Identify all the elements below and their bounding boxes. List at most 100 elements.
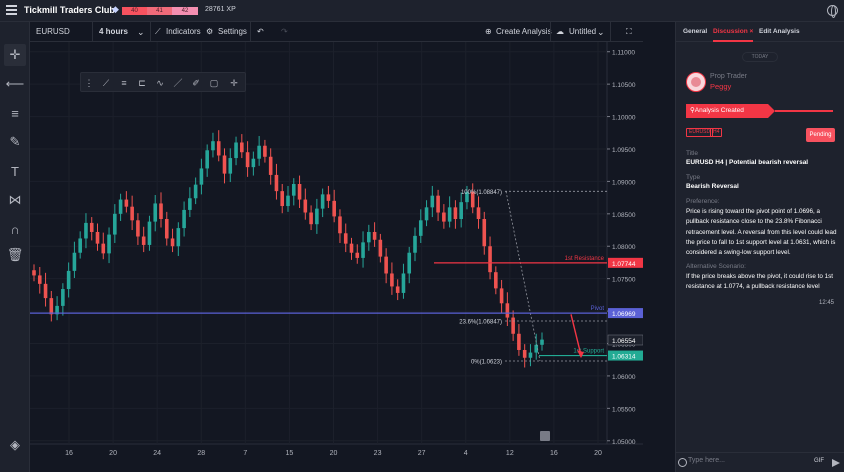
candle-body [338, 216, 342, 234]
trendline-icon[interactable]: ⟋ [102, 78, 110, 88]
channel-icon[interactable]: ⊏ [138, 78, 146, 88]
gear-icon[interactable]: ⚙ [206, 27, 214, 36]
candle-body [228, 158, 233, 174]
price-tag-label: 1.06969 [612, 311, 636, 318]
pin-icon: ⚲ [690, 107, 695, 114]
chevron-down-icon[interactable]: ⌄ [137, 27, 145, 37]
candle-body [540, 339, 544, 345]
horizontal-line-icon[interactable]: ⟵ [5, 76, 25, 91]
x-tick-label: 4 [464, 450, 468, 457]
rectangle-icon[interactable]: ▢ [209, 78, 219, 88]
candle-body [234, 142, 238, 159]
candle-body [488, 246, 492, 273]
candle-body [164, 219, 169, 239]
status-badge: Pending [806, 128, 835, 142]
brush-icon[interactable]: ✐ [192, 78, 200, 88]
gif-button[interactable]: GIF [814, 458, 824, 464]
cloud-icon[interactable]: ☁ [556, 27, 564, 36]
candle-body [482, 219, 487, 247]
crosshair-icon[interactable]: ✛ [230, 78, 238, 88]
chart-canvas[interactable]: 1.11000 1.10500 1.10000 1.09500 1.09000 1.085… [30, 42, 643, 460]
price-tag-label: 1.07744 [612, 261, 636, 268]
analysis-panel: General Discussion × Edit Analysis TODAY… [675, 22, 844, 472]
candle-body [447, 207, 452, 222]
candle-body [216, 141, 221, 156]
undo-icon[interactable]: ↶ [257, 27, 264, 36]
price-chart[interactable]: 1.11000 1.10500 1.10000 1.09500 1.09000 1.085… [30, 42, 643, 460]
menu-icon[interactable] [6, 5, 17, 16]
tab-general[interactable]: General [683, 28, 708, 35]
candle-body [528, 352, 533, 358]
candle-body [361, 242, 365, 258]
crosshair-icon[interactable]: ✛ [4, 44, 26, 66]
text-icon[interactable]: T [11, 163, 19, 179]
user-role: Prop Trader [710, 73, 747, 80]
title-value: EURUSD H4 | Potential bearish reversal [686, 159, 809, 166]
fullscreen-icon[interactable]: ⛶ [626, 27, 632, 36]
message-input[interactable]: Type here... [688, 457, 725, 464]
emoji-icon[interactable] [678, 458, 687, 467]
globe-icon[interactable] [827, 5, 838, 18]
tab-discussion[interactable]: Discussion × [713, 22, 754, 42]
redo-icon[interactable]: ↷ [281, 27, 288, 36]
candle-body [32, 270, 36, 276]
candle-body [245, 152, 250, 168]
level-label: Pivot [591, 306, 605, 312]
candle-body [476, 207, 481, 220]
indicators-button[interactable]: Indicators [166, 27, 201, 36]
candle-body [522, 349, 527, 358]
candle-body [505, 303, 510, 318]
tab-edit-analysis[interactable]: Edit Analysis [759, 28, 800, 35]
settings-button[interactable]: Settings [218, 27, 247, 36]
current-price-label: 1.06554 [612, 338, 636, 345]
chevron-down-icon[interactable]: ⌄ [597, 27, 605, 37]
candle-body [343, 233, 348, 244]
timeframe-selector[interactable]: 4 hours [99, 27, 128, 36]
layout-name[interactable]: Untitled [569, 27, 597, 36]
pattern-icon[interactable]: ⋈ [8, 192, 22, 207]
candle-body [534, 344, 539, 353]
x-tick-label: 12 [506, 450, 514, 457]
price-tag [608, 257, 643, 268]
plus-circle-icon[interactable]: ⊕ [485, 27, 492, 36]
trash-icon[interactable]: 🗑 [6, 247, 24, 262]
symbol-selector[interactable]: EURUSD [36, 27, 70, 36]
send-icon[interactable] [832, 459, 840, 467]
fib-retracement-icon[interactable]: ≡ [11, 105, 19, 121]
drag-handle-icon[interactable]: ⋮ [84, 78, 94, 88]
fib-icon[interactable]: ≡ [121, 78, 127, 88]
candle-body [66, 270, 71, 290]
candle-body [280, 191, 285, 207]
candle-body [263, 145, 267, 157]
path-icon[interactable]: ∿ [156, 78, 164, 88]
candle-body [436, 195, 440, 213]
symbol-chip: EURUSD [686, 128, 714, 137]
y-tick-label: 1.11000 [612, 50, 635, 57]
indicators-icon[interactable]: ⟋ [155, 27, 161, 36]
magnet-icon[interactable]: ∩ [10, 221, 20, 237]
candle-body [286, 195, 290, 207]
fib-label: 23.6%(1.06847) [459, 320, 502, 326]
layers-icon[interactable]: ◈ [10, 437, 20, 452]
preference-text: Price is rising toward the pivot point o… [686, 208, 837, 257]
fib-label: 0%(1.0623) [471, 360, 502, 366]
price-tag [608, 308, 643, 319]
y-tick-label: 1.06000 [612, 374, 636, 381]
date-divider: TODAY [742, 52, 778, 62]
fib-label: 100%(1.08847) [461, 190, 502, 196]
xp-total: 28761 XP [205, 6, 236, 13]
close-icon[interactable]: × [749, 28, 754, 35]
x-tick-label: 20 [594, 450, 602, 457]
candle-body [384, 256, 388, 274]
user-name[interactable]: Peggy [710, 82, 732, 91]
brush-icon[interactable]: ✎ [9, 134, 21, 149]
candle-body [320, 194, 325, 209]
create-analysis-button[interactable]: Create Analysis [496, 27, 552, 36]
preference-label: Preference: [686, 198, 720, 205]
ray-icon[interactable]: ／ [173, 78, 183, 88]
y-tick-label: 1.09000 [612, 179, 636, 186]
candle-body [413, 235, 417, 253]
candle-body [303, 199, 308, 213]
candle-body [372, 231, 377, 240]
chart-settings-icon [540, 431, 550, 441]
